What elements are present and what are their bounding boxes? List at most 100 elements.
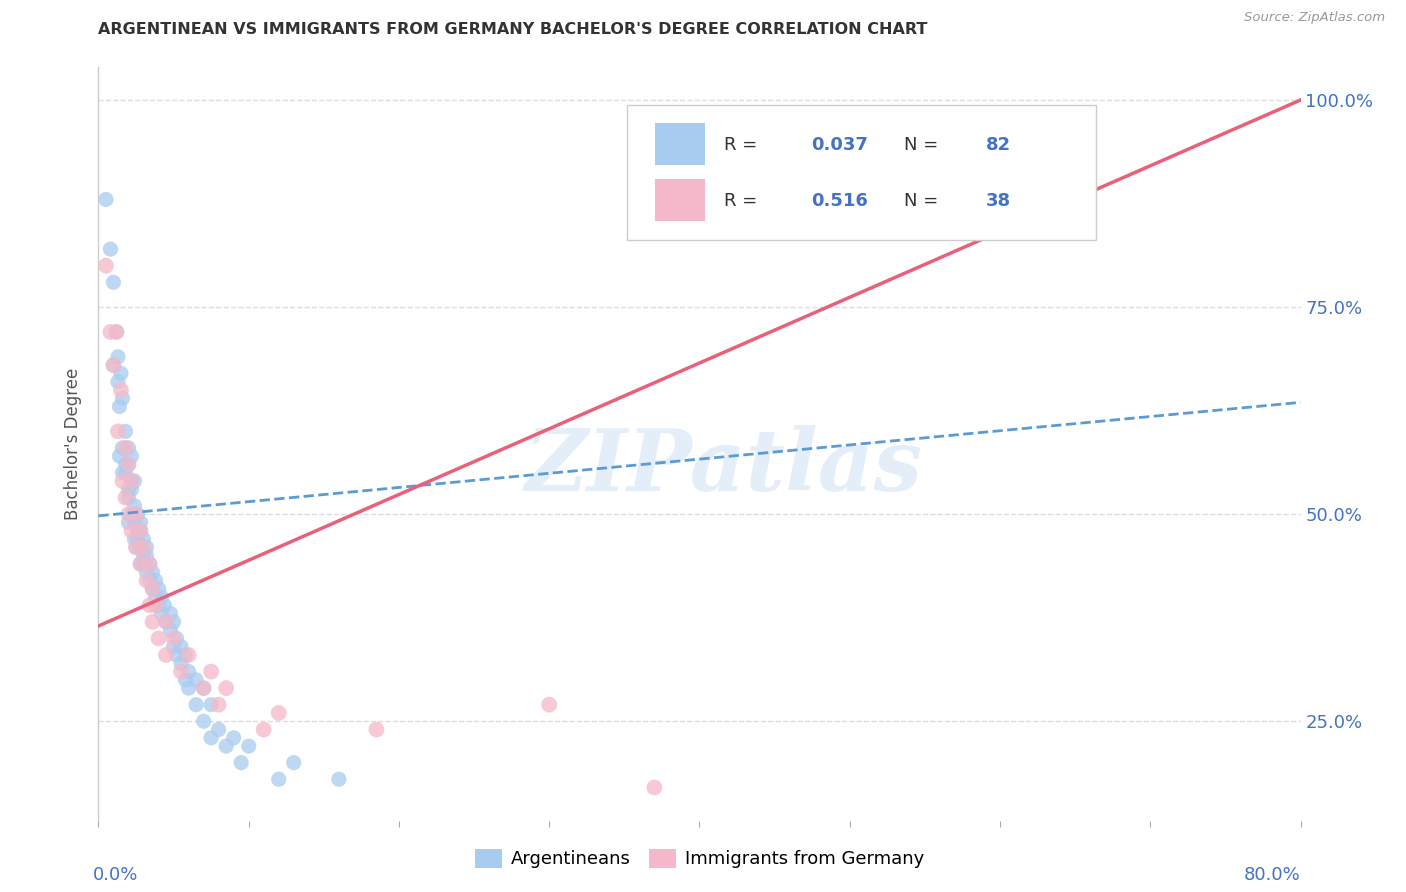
Point (141, 582, 163, 596)
Text: 80.0%: 80.0% (1244, 866, 1301, 884)
Point (138, 557, 160, 571)
Point (153, 599, 176, 613)
Point (111, 441, 134, 455)
Point (110, 367, 132, 381)
Point (111, 474, 134, 488)
Point (117, 491, 139, 505)
Point (127, 507, 149, 521)
Point (328, 772, 350, 787)
Point (159, 623, 181, 637)
Y-axis label: Bachelor's Degree: Bachelor's Degree (65, 368, 83, 520)
Point (117, 458, 139, 472)
Point (159, 607, 181, 621)
Point (129, 557, 152, 571)
Point (121, 507, 143, 521)
Point (253, 723, 276, 737)
Point (124, 474, 146, 488)
Point (174, 673, 197, 687)
Point (231, 756, 253, 770)
Point (145, 574, 167, 588)
Point (117, 441, 139, 455)
Text: 82: 82 (986, 136, 1011, 153)
Point (117, 483, 139, 497)
Point (135, 549, 157, 563)
Point (132, 549, 155, 563)
Text: N =: N = (904, 192, 943, 210)
Text: 38: 38 (986, 192, 1011, 210)
Point (94, 259, 117, 273)
Point (200, 665, 222, 679)
Point (107, 375, 129, 389)
Point (135, 565, 157, 579)
Text: R =: R = (724, 192, 762, 210)
Point (177, 665, 200, 679)
Point (208, 723, 231, 737)
Point (166, 648, 188, 662)
Text: ARGENTINEAN VS IMMIGRANTS FROM GERMANY BACHELOR'S DEGREE CORRELATION CHART: ARGENTINEAN VS IMMIGRANTS FROM GERMANY B… (98, 22, 928, 37)
Point (988, 135, 1011, 149)
Point (114, 458, 136, 472)
Point (155, 615, 177, 629)
Text: R =: R = (724, 136, 762, 153)
Point (155, 648, 177, 662)
Point (148, 582, 170, 596)
Point (538, 698, 561, 712)
Point (267, 706, 290, 720)
Point (105, 325, 128, 339)
Point (124, 532, 146, 546)
Point (141, 615, 163, 629)
Point (170, 657, 193, 671)
Point (366, 723, 388, 737)
Text: 0.037: 0.037 (811, 136, 868, 153)
Point (129, 524, 152, 538)
Point (193, 681, 215, 695)
Point (117, 507, 139, 521)
Point (150, 590, 173, 604)
Point (283, 756, 305, 770)
Point (155, 615, 177, 629)
Point (125, 541, 148, 555)
Point (145, 590, 167, 604)
Point (103, 358, 125, 372)
Point (132, 541, 155, 555)
Point (100, 325, 122, 339)
Point (103, 358, 125, 372)
Point (177, 681, 200, 695)
Point (170, 640, 193, 654)
Point (100, 242, 122, 256)
Point (138, 574, 160, 588)
Point (121, 474, 143, 488)
Point (108, 400, 131, 414)
Point (107, 425, 129, 439)
Point (148, 632, 170, 646)
Point (114, 441, 136, 455)
Text: 0.516: 0.516 (811, 192, 868, 210)
Legend: Argentineans, Immigrants from Germany: Argentineans, Immigrants from Germany (468, 842, 931, 876)
Point (141, 582, 163, 596)
Point (215, 739, 238, 753)
FancyBboxPatch shape (627, 104, 1097, 240)
Point (125, 507, 148, 521)
Point (166, 632, 188, 646)
Point (145, 599, 167, 613)
Point (132, 532, 155, 546)
Point (111, 466, 134, 480)
Point (193, 714, 215, 729)
Point (643, 780, 665, 795)
Point (138, 557, 160, 571)
Point (174, 648, 197, 662)
Point (129, 541, 152, 555)
Point (193, 681, 215, 695)
Text: N =: N = (904, 136, 943, 153)
Point (121, 474, 143, 488)
Point (111, 391, 134, 405)
Point (222, 731, 245, 745)
Bar (655, 179, 706, 221)
Point (129, 557, 152, 571)
Point (184, 673, 207, 687)
Point (114, 491, 136, 505)
Point (103, 275, 125, 289)
Point (114, 425, 136, 439)
Point (148, 599, 170, 613)
Point (208, 698, 231, 712)
